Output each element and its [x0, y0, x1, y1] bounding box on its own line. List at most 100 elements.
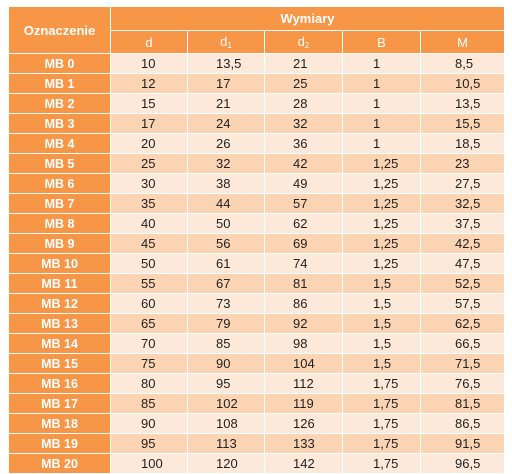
table-cell: 27,5 — [419, 173, 506, 194]
table-row: MB 19 95 113 133 1,75 91,5 — [8, 433, 506, 454]
table-cell: 52,5 — [419, 273, 506, 294]
table-cell: 76,5 — [419, 373, 506, 394]
table-cell: 8,5 — [419, 53, 506, 74]
table-row: MB 1 12 17 25 1 10,5 — [8, 73, 506, 94]
table-cell: 79 — [187, 313, 265, 334]
table-cell: 24 — [187, 113, 265, 134]
table-cell: 17 — [110, 113, 188, 134]
table-row: MB 8 40 50 62 1,25 37,5 — [8, 213, 506, 234]
table-cell: 1 — [342, 113, 421, 134]
table-cell: 90 — [187, 353, 265, 374]
row-label: MB 7 — [8, 193, 111, 214]
table-cell: 67 — [187, 273, 265, 294]
table-cell: 119 — [264, 393, 343, 414]
row-label: MB 4 — [8, 133, 111, 154]
table-cell: 32,5 — [419, 193, 506, 214]
table-row: MB 14 70 85 98 1,5 66,5 — [8, 333, 506, 354]
row-label: MB 6 — [8, 173, 111, 194]
row-label: MB 1 — [8, 73, 111, 94]
table-cell: 55 — [110, 273, 188, 294]
table-cell: 104 — [264, 353, 343, 374]
table-cell: 96,5 — [419, 453, 506, 474]
table-cell: 56 — [187, 233, 265, 254]
table-row: MB 3 17 24 32 1 15,5 — [8, 113, 506, 134]
column-header-base: B — [377, 34, 386, 50]
row-label: MB 12 — [8, 293, 111, 314]
row-label: MB 15 — [8, 353, 111, 374]
table-row: MB 13 65 79 92 1,5 62,5 — [8, 313, 506, 334]
table-cell: 42 — [264, 153, 343, 174]
table-cell: 90 — [110, 413, 188, 434]
table-cell: 102 — [187, 393, 265, 414]
table-cell: 113 — [187, 433, 265, 454]
table-row: MB 5 25 32 42 1,25 23 — [8, 153, 506, 174]
table-cell: 26 — [187, 133, 265, 154]
table-row: MB 9 45 56 69 1,25 42,5 — [8, 233, 506, 254]
table-cell: 40 — [110, 213, 188, 234]
table-row: MB 15 75 90 104 1,5 71,5 — [8, 353, 506, 374]
table-cell: 21 — [187, 93, 265, 114]
table-cell: 62 — [264, 213, 343, 234]
table-row: MB 12 60 73 86 1,5 57,5 — [8, 293, 506, 314]
table-cell: 1,5 — [342, 273, 421, 294]
table-cell: 20 — [110, 133, 188, 154]
table-cell: 66,5 — [419, 333, 506, 354]
table-cell: 74 — [264, 253, 343, 274]
table-cell: 1,25 — [342, 253, 421, 274]
column-header-base: d — [220, 34, 228, 49]
table-cell: 37,5 — [419, 213, 506, 234]
table-cell: 38 — [187, 173, 265, 194]
table-cell: 1,75 — [342, 413, 421, 434]
table-cell: 23 — [419, 153, 506, 174]
table-cell: 81,5 — [419, 393, 506, 414]
dimensions-table: Oznaczenie Wymiary d d1 d2 B M MB 0 10 13,5 21 1… — [8, 6, 506, 474]
table-row: MB 6 30 38 49 1,25 27,5 — [8, 173, 506, 194]
table-cell: 15 — [110, 93, 188, 114]
table-cell: 69 — [264, 233, 343, 254]
table-cell: 10 — [110, 53, 188, 74]
table-cell: 57 — [264, 193, 343, 214]
table-row: MB 4 20 26 36 1 18,5 — [8, 133, 506, 154]
table-cell: 15,5 — [419, 113, 506, 134]
table-cell: 70 — [110, 333, 188, 354]
table-cell: 21 — [264, 53, 343, 74]
table-cell: 108 — [187, 413, 265, 434]
table-cell: 1,25 — [342, 153, 421, 174]
row-label: MB 5 — [8, 153, 111, 174]
table-cell: 75 — [110, 353, 188, 374]
table-cell: 30 — [110, 173, 188, 194]
table-cell: 1,25 — [342, 233, 421, 254]
table-row: MB 16 80 95 112 1,75 76,5 — [8, 373, 506, 394]
table-cell: 44 — [187, 193, 265, 214]
table-cell: 1 — [342, 53, 421, 74]
table-row: MB 2 15 21 28 1 13,5 — [8, 93, 506, 114]
table-cell: 112 — [264, 373, 343, 394]
table-cell: 25 — [264, 73, 343, 94]
table-cell: 18,5 — [419, 133, 506, 154]
column-header-3: B — [342, 30, 421, 54]
table-head: Oznaczenie Wymiary d d1 d2 B M — [8, 6, 506, 54]
table-cell: 1,5 — [342, 293, 421, 314]
column-header-4: M — [419, 30, 506, 54]
table-cell: 36 — [264, 133, 343, 154]
table-cell: 1,75 — [342, 373, 421, 394]
table-cell: 95 — [187, 373, 265, 394]
table-cell: 71,5 — [419, 353, 506, 374]
table-cell: 73 — [187, 293, 265, 314]
header-row-group: Oznaczenie Wymiary — [8, 6, 506, 54]
row-label: MB 2 — [8, 93, 111, 114]
table-cell: 85 — [110, 393, 188, 414]
row-label: MB 0 — [8, 53, 111, 74]
row-label: MB 19 — [8, 433, 111, 454]
row-label: MB 11 — [8, 273, 111, 294]
table-row: MB 18 90 108 126 1,75 86,5 — [8, 413, 506, 434]
table-row: MB 10 50 61 74 1,25 47,5 — [8, 253, 506, 274]
table-cell: 80 — [110, 373, 188, 394]
table-cell: 62,5 — [419, 313, 506, 334]
header-row-columns: d d1 d2 B M — [9, 30, 506, 54]
table-cell: 13,5 — [187, 53, 265, 74]
table-cell: 1,5 — [342, 313, 421, 334]
table-cell: 92 — [264, 313, 343, 334]
row-label: MB 3 — [8, 113, 111, 134]
table-cell: 126 — [264, 413, 343, 434]
